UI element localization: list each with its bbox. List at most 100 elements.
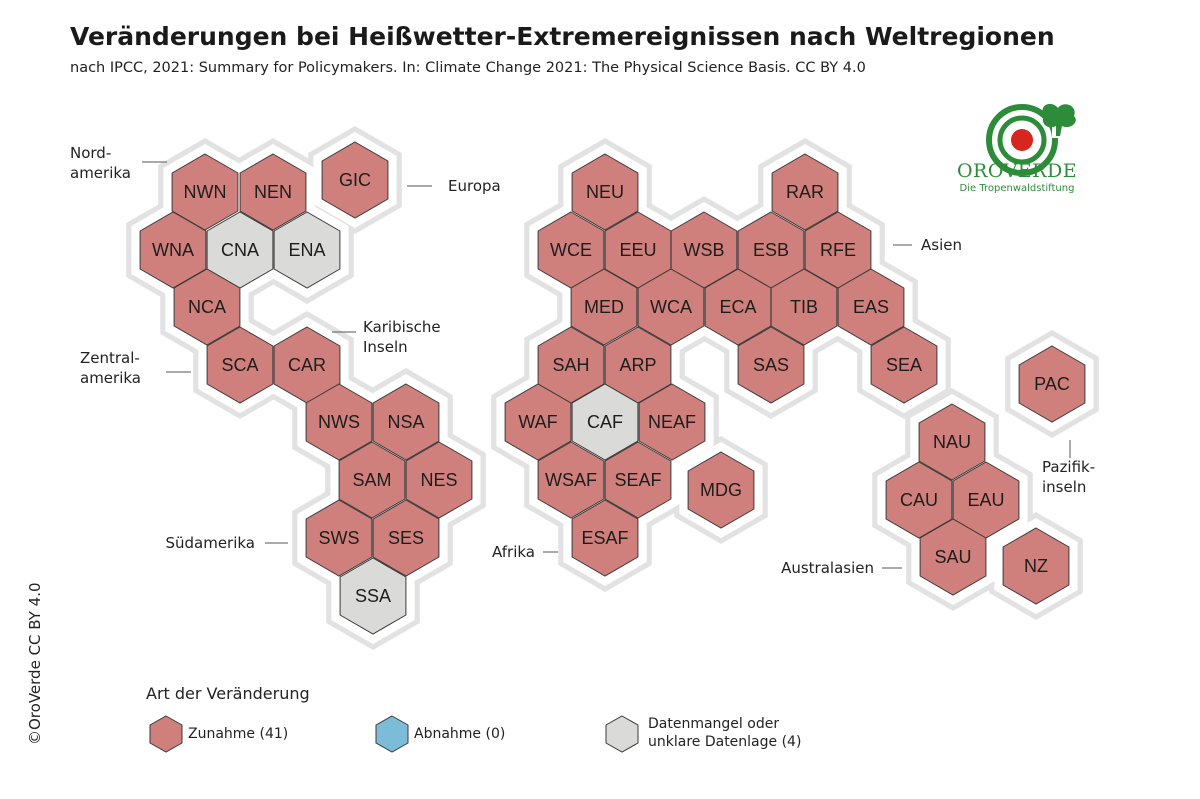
region-code-wsaf: WSAF (545, 470, 597, 490)
region-code-seaf: SEAF (614, 470, 661, 490)
region-code-nen: NEN (254, 182, 292, 202)
region-hex-esaf (571, 499, 639, 577)
legend-item-unclear: Datenmangel oder unklare Datenlage (4) (602, 714, 801, 754)
region-hex-sea (870, 326, 938, 404)
region-code-nsa: NSA (387, 412, 424, 432)
continent-label-australasia: Australasien (781, 559, 874, 577)
region-hex-ses (372, 499, 440, 577)
continent-label-south-america: Südamerika (165, 534, 255, 552)
region-hex-neu (571, 153, 639, 231)
map-subtitle: nach IPCC, 2021: Summary for Policymaker… (70, 60, 866, 76)
region-nes: NES (405, 441, 473, 519)
region-code-pac: PAC (1034, 374, 1070, 394)
region-hex-wna (139, 211, 207, 289)
region-wsb: WSB (670, 211, 738, 289)
region-nws: NWS (305, 383, 373, 461)
region-nca: NCA (173, 268, 241, 346)
region-neaf: NEAF (638, 383, 706, 461)
region-code-neaf: NEAF (648, 412, 696, 432)
region-code-sam: SAM (352, 470, 391, 490)
region-ssa: SSA (339, 557, 407, 635)
region-hex-nsa (372, 383, 440, 461)
region-eca: ECA (704, 268, 772, 346)
region-esaf: ESAF (571, 499, 639, 577)
legend-item-increase: Zunahme (41) (146, 714, 288, 754)
continent-labels: Nord-amerika Zentral-amerika Karibische Ins… (70, 144, 1095, 577)
region-rar: RAR (771, 153, 839, 231)
region-mdg: MDG (687, 451, 755, 529)
region-nz: NZ (1002, 527, 1070, 605)
region-code-sea: SEA (886, 355, 922, 375)
region-hex-nws (305, 383, 373, 461)
region-code-nau: NAU (933, 432, 971, 452)
region-code-sas: SAS (753, 355, 789, 375)
legend-label-increase: Zunahme (41) (188, 726, 289, 742)
legend-title: Art der Veränderung (146, 684, 310, 703)
oroverde-logo (986, 102, 1082, 176)
region-hex-med (570, 268, 638, 346)
region-code-cna: CNA (221, 240, 259, 260)
region-car: CAR (273, 326, 341, 404)
region-nau: NAU (918, 403, 986, 481)
region-hex-nau (918, 403, 986, 481)
region-hex-tib (770, 268, 838, 346)
region-sah: SAH (537, 326, 605, 404)
region-code-eas: EAS (853, 297, 889, 317)
region-code-ena: ENA (288, 240, 325, 260)
region-code-tib: TIB (790, 297, 818, 317)
region-hex-ssa (339, 557, 407, 635)
continent-label-north-america: Nord-amerika (70, 144, 131, 182)
region-sea: SEA (870, 326, 938, 404)
region-code-nwn: NWN (184, 182, 227, 202)
region-hex-wca (637, 268, 705, 346)
region-code-eau: EAU (967, 490, 1004, 510)
region-code-wce: WCE (550, 240, 592, 260)
region-wce: WCE (537, 211, 605, 289)
region-gic: GIC (321, 141, 389, 219)
region-seaf: SEAF (604, 441, 672, 519)
region-code-eeu: EEU (619, 240, 656, 260)
logo-wordmark: OROVERDE (956, 160, 1078, 182)
region-code-arp: ARP (619, 355, 656, 375)
region-esb: ESB (737, 211, 805, 289)
region-hex-sca (206, 326, 274, 404)
region-hex-rar (771, 153, 839, 231)
region-code-rfe: RFE (820, 240, 856, 260)
region-hex-mdg (687, 451, 755, 529)
region-arp: ARP (604, 326, 672, 404)
region-code-cau: CAU (900, 490, 938, 510)
region-code-caf: CAF (587, 412, 623, 432)
region-nsa: NSA (372, 383, 440, 461)
continent-label-central-america: Zentral-amerika (80, 349, 141, 387)
region-code-gic: GIC (339, 170, 371, 190)
legend-item-decrease: Abnahme (0) (372, 714, 505, 754)
region-hex-sas (737, 326, 805, 404)
region-hexes: NWN NEN GIC WNA CNA ENA NCA SCA CAR NWS NSA SAM NES S… (139, 141, 1086, 635)
continent-label-europe: Europa (448, 177, 501, 195)
region-hex-sam (338, 441, 406, 519)
region-tib: TIB (770, 268, 838, 346)
region-hex-nes (405, 441, 473, 519)
region-code-waf: WAF (518, 412, 557, 432)
legend-label-unclear-line1: Datenmangel oder (648, 716, 780, 732)
region-hex-sau (919, 518, 987, 596)
region-hex-waf (504, 383, 572, 461)
region-code-wca: WCA (650, 297, 692, 317)
region-sws: SWS (305, 499, 373, 577)
region-cau: CAU (885, 461, 953, 539)
region-hex-ena (273, 211, 341, 289)
region-hex-cau (885, 461, 953, 539)
copyright-notice: ©OroVerde CC BY 4.0 (26, 582, 44, 745)
region-hex-nen (239, 153, 307, 231)
continent-label-asia: Asien (921, 236, 962, 254)
region-hex-eas (837, 268, 905, 346)
region-eas: EAS (837, 268, 905, 346)
map-title: Veränderungen bei Heißwetter-Extremereig… (70, 22, 1055, 51)
region-hex-caf (571, 383, 639, 461)
legend-label-unclear-line2: unklare Datenlage (4) (648, 734, 802, 750)
region-code-nz: NZ (1024, 556, 1048, 576)
region-nwn: NWN (171, 153, 239, 231)
legend-label-decrease: Abnahme (0) (414, 726, 506, 742)
decrease-swatch-icon (375, 715, 409, 753)
